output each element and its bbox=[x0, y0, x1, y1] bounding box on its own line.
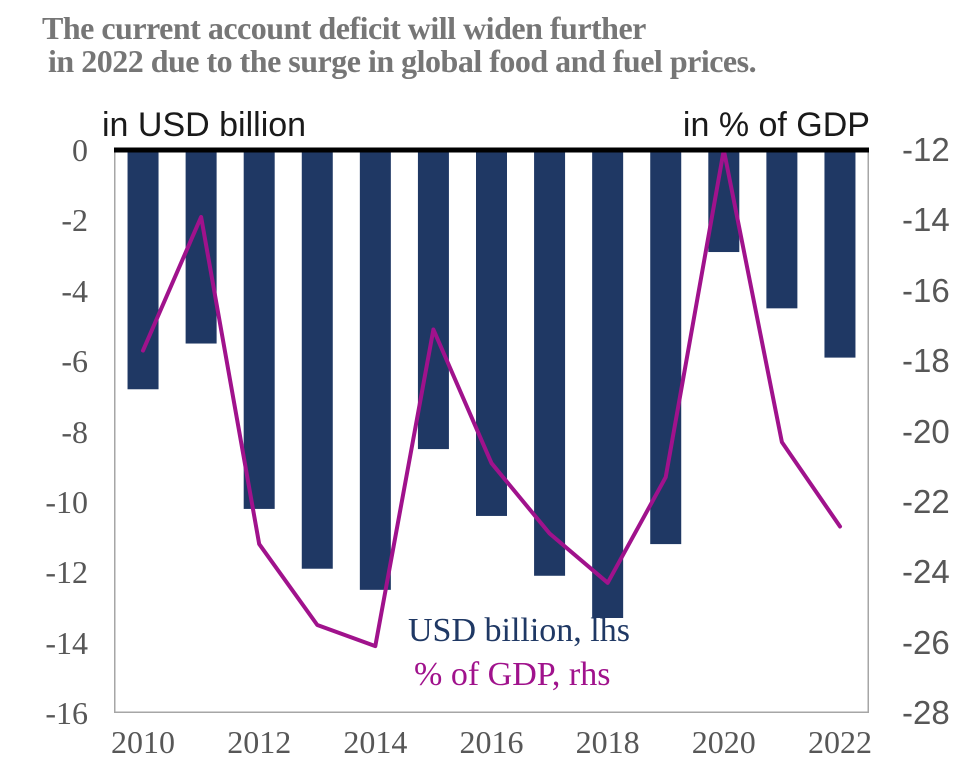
chart-title-line2: in 2022 due to the surge in global food … bbox=[48, 43, 757, 79]
right-axis-tick--26: -26 bbox=[902, 623, 950, 661]
bar-2012 bbox=[243, 150, 275, 509]
right-axis-tick--18: -18 bbox=[902, 342, 950, 380]
x-axis-tick-2022: 2022 bbox=[807, 724, 872, 760]
chart-title: The current account deficit will widen f… bbox=[42, 12, 942, 78]
left-axis-tick--8: -8 bbox=[61, 413, 88, 450]
right-axis-tick--22: -22 bbox=[902, 482, 950, 520]
left-axis-title: in USD billion bbox=[102, 106, 307, 144]
bar-2011 bbox=[185, 150, 217, 344]
plot-area bbox=[114, 147, 869, 713]
x-axis-tick-2014: 2014 bbox=[343, 724, 408, 760]
left-axis-tick-0: 0 bbox=[72, 132, 88, 168]
bar-2010 bbox=[127, 150, 159, 390]
legend-usd-billion: USD billion, lhs bbox=[408, 612, 630, 649]
left-axis-tick--2: -2 bbox=[61, 202, 88, 239]
bar-2021 bbox=[766, 150, 798, 309]
x-axis-tick-2010: 2010 bbox=[111, 724, 176, 760]
left-axis-tick--14: -14 bbox=[45, 624, 88, 661]
bar-2019 bbox=[650, 150, 682, 545]
right-axis-tick--14: -14 bbox=[902, 201, 950, 239]
left-axis-tick--12: -12 bbox=[45, 554, 88, 591]
bar-2013 bbox=[301, 150, 333, 569]
x-axis-tick-2016: 2016 bbox=[459, 724, 524, 760]
x-axis-tick-2018: 2018 bbox=[575, 724, 640, 760]
left-axis-tick--10: -10 bbox=[45, 483, 88, 520]
right-axis-tick--16: -16 bbox=[902, 271, 950, 309]
chart-title-line1: The current account deficit will widen f… bbox=[42, 10, 646, 46]
right-axis-tick--28: -28 bbox=[902, 694, 950, 731]
right-axis-tick--12: -12 bbox=[902, 131, 950, 168]
left-axis-tick--16: -16 bbox=[45, 695, 88, 731]
x-axis-tick-2012: 2012 bbox=[227, 724, 292, 760]
combo-chart-canvas bbox=[114, 147, 869, 713]
bar-2015 bbox=[417, 150, 449, 450]
right-axis-title: in % of GDP bbox=[682, 106, 870, 144]
bar-2018 bbox=[592, 150, 624, 618]
right-axis-tick--24: -24 bbox=[902, 553, 950, 591]
bar-2017 bbox=[534, 150, 566, 576]
right-axis-tick--20: -20 bbox=[902, 412, 950, 450]
bar-2022 bbox=[824, 150, 856, 358]
legend-pct-gdp: % of GDP, rhs bbox=[414, 656, 611, 693]
bar-2014 bbox=[359, 150, 391, 590]
left-axis-tick--6: -6 bbox=[61, 343, 88, 380]
x-axis-tick-2020: 2020 bbox=[691, 724, 756, 760]
left-axis-tick--4: -4 bbox=[61, 272, 88, 309]
bar-2016 bbox=[476, 150, 507, 516]
